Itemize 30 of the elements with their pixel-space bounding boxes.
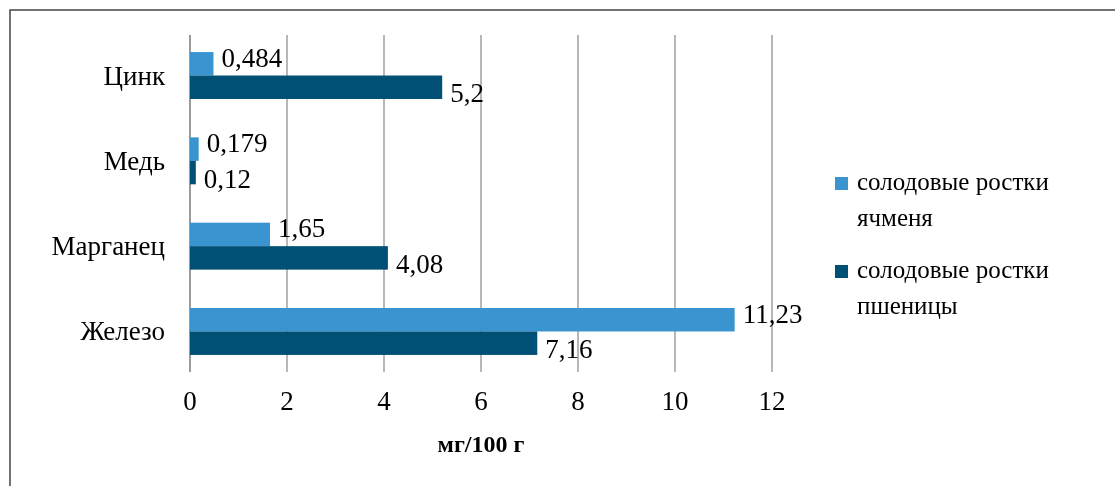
data-label: 0,484 <box>221 42 283 73</box>
data-label: 0,179 <box>206 128 268 159</box>
bar <box>190 160 196 185</box>
legend-label: солодовые ростки ячменя <box>857 168 1049 231</box>
x-tick-label: 6 <box>474 386 488 416</box>
x-tick-label: 8 <box>571 386 585 416</box>
y-tick-label: Марганец <box>51 231 165 262</box>
x-tick-label: 4 <box>377 386 392 416</box>
data-label: 5,2 <box>450 78 484 109</box>
bar <box>190 222 271 247</box>
x-axis-title: мг/100 г <box>437 431 525 457</box>
data-label: 7,16 <box>545 334 593 365</box>
y-tick-label: Медь <box>103 145 165 176</box>
data-label: 0,12 <box>203 163 252 194</box>
y-tick-label: Цинк <box>103 60 166 91</box>
legend-label: солодовые ростки пшеницы <box>857 256 1049 319</box>
y-tick-label: Железо <box>80 316 165 347</box>
data-label: 1,65 <box>278 213 326 244</box>
bar <box>190 308 735 332</box>
bar <box>190 331 538 355</box>
x-tick-label: 12 <box>758 386 786 416</box>
bar <box>190 137 199 161</box>
data-label: 11,23 <box>742 298 803 329</box>
data-label: 4,08 <box>395 248 444 279</box>
bar <box>190 75 443 99</box>
x-tick-label: 0 <box>183 386 197 416</box>
x-tick-label: 2 <box>280 386 294 416</box>
x-tick-label: 10 <box>661 386 689 416</box>
bar <box>190 246 388 270</box>
bar <box>190 52 214 76</box>
